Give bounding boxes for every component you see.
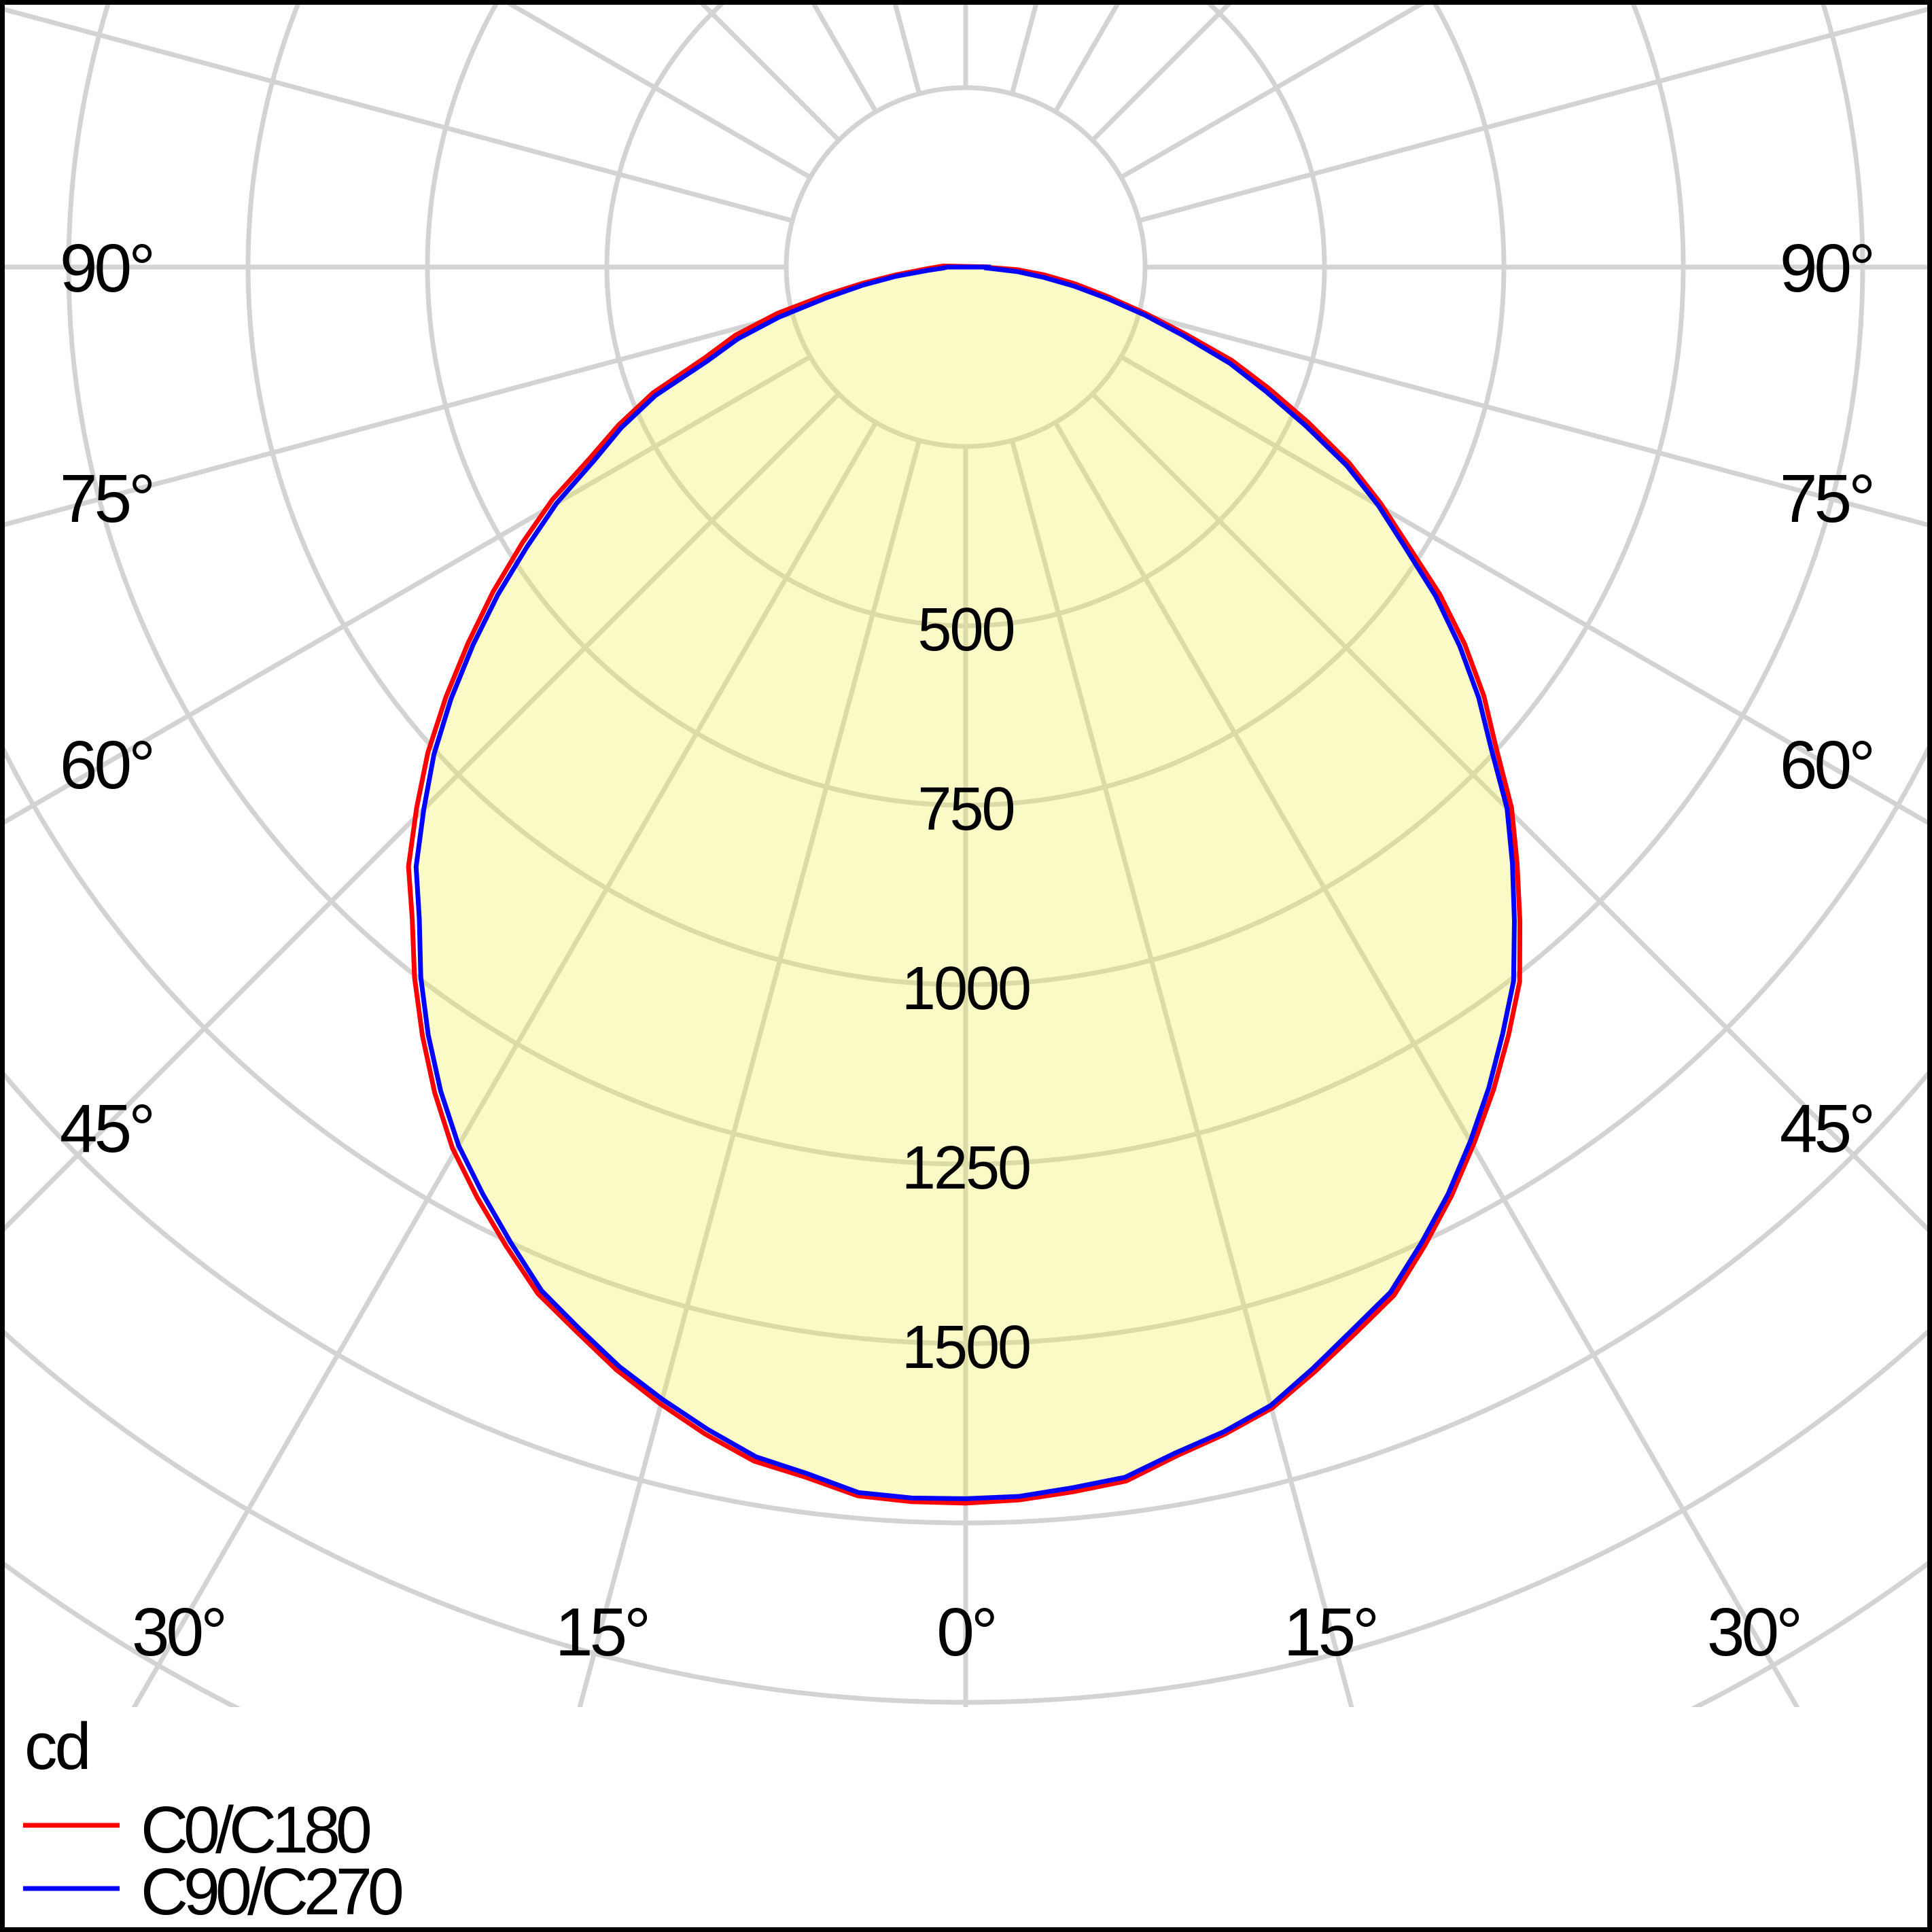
svg-text:C90/C270: C90/C270	[141, 1855, 402, 1929]
svg-text:C0/C180: C0/C180	[141, 1793, 370, 1867]
svg-text:500: 500	[917, 596, 1013, 664]
svg-text:1000: 1000	[902, 955, 1030, 1023]
svg-text:0°: 0°	[936, 1594, 995, 1670]
svg-text:60°: 60°	[1780, 727, 1872, 803]
svg-text:75°: 75°	[60, 461, 152, 537]
svg-text:cd: cd	[24, 1709, 88, 1783]
svg-text:45°: 45°	[1780, 1091, 1872, 1167]
svg-text:45°: 45°	[60, 1091, 152, 1167]
svg-text:30°: 30°	[132, 1594, 224, 1670]
svg-text:1500: 1500	[902, 1314, 1030, 1382]
svg-text:15°: 15°	[555, 1594, 648, 1670]
svg-text:750: 750	[917, 775, 1013, 843]
svg-text:75°: 75°	[1780, 461, 1872, 537]
svg-text:1250: 1250	[902, 1134, 1030, 1202]
svg-text:90°: 90°	[60, 230, 152, 306]
svg-text:30°: 30°	[1707, 1594, 1799, 1670]
svg-text:90°: 90°	[1780, 230, 1872, 306]
svg-text:15°: 15°	[1284, 1594, 1376, 1670]
svg-text:60°: 60°	[60, 727, 152, 803]
